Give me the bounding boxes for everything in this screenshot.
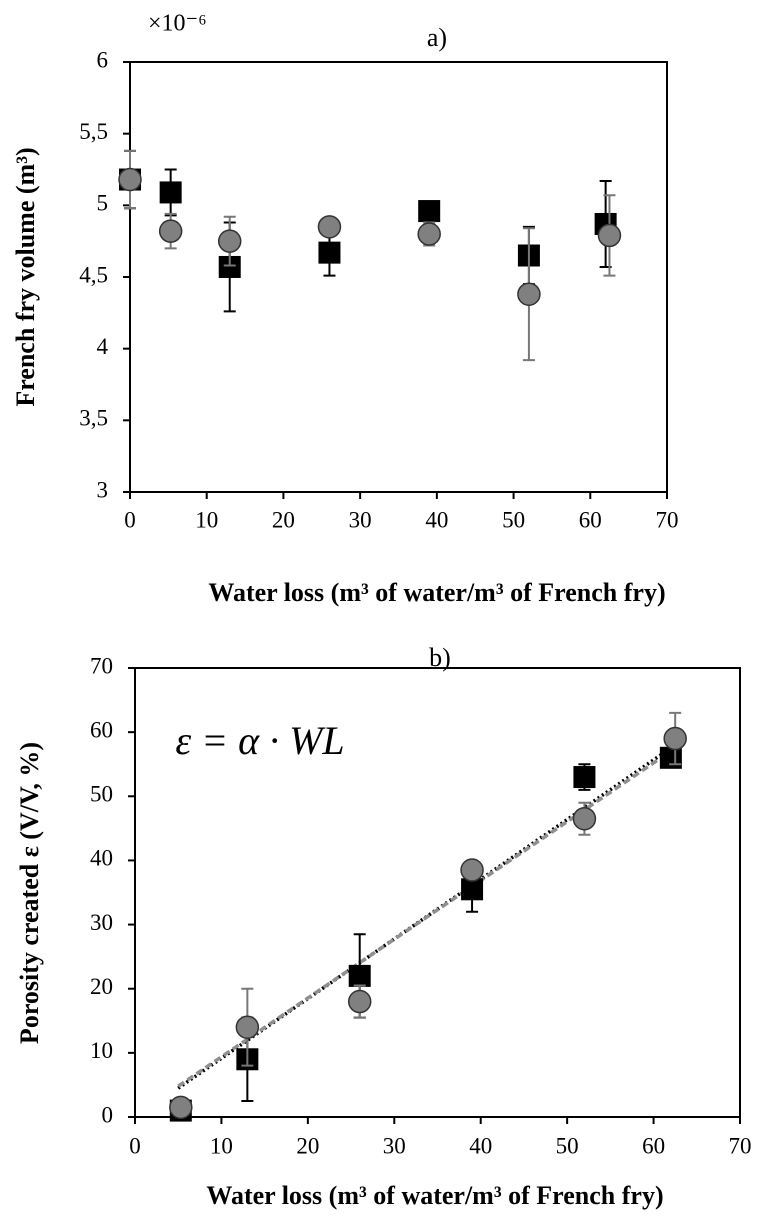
y-tick-label: 5,5 [79, 119, 108, 144]
x-tick-label: 0 [129, 1133, 141, 1158]
circle-marker [460, 858, 484, 882]
circle-marker [158, 219, 183, 243]
chart-title: b) [429, 643, 451, 672]
square-marker [418, 200, 441, 223]
circle-marker [118, 167, 142, 192]
y-tick-label: 40 [90, 846, 113, 871]
x-tick-label: 40 [469, 1133, 492, 1158]
x-tick-label: 40 [425, 507, 448, 532]
x-tick-label: 30 [383, 1133, 406, 1158]
y-tick-label: 4 [97, 334, 109, 359]
y-tick-label: 0 [102, 1102, 114, 1127]
equation: ε = α · WL [175, 718, 344, 763]
y-tick-label: 30 [90, 910, 113, 935]
square-marker [659, 746, 682, 769]
x-tick-label: 10 [195, 507, 218, 532]
plot-frame [129, 61, 668, 493]
trend-line [177, 746, 677, 1088]
y-axis-label: Porosity created ε (V/V, %) [15, 742, 44, 1044]
y-tick-label: 20 [90, 974, 113, 999]
circle-marker [347, 989, 372, 1014]
y-tick-label: 4,5 [79, 262, 108, 287]
x-axis-label: Water loss (m³ of water/m³ of French fry… [206, 1181, 663, 1210]
x-axis-label: Water loss (m³ of water/m³ of French fry… [208, 578, 665, 607]
circle-marker [317, 215, 342, 239]
square-marker [218, 255, 241, 278]
circle-marker [217, 229, 242, 253]
circle-marker [572, 806, 597, 831]
y-tick-label: 60 [90, 717, 113, 742]
square-marker [159, 181, 182, 204]
y-tick-label: 6 [97, 47, 109, 72]
circle-marker [517, 282, 541, 306]
x-tick-label: 20 [272, 507, 295, 532]
x-tick-label: 60 [579, 507, 602, 532]
y-tick-label: 10 [90, 1038, 113, 1063]
square-marker [573, 766, 596, 789]
plot-frame [134, 667, 741, 1118]
circle-marker [597, 223, 622, 248]
circle-marker [169, 1095, 193, 1120]
x-tick-label: 50 [502, 507, 525, 532]
y-axis-label: French fry volume (m³) [11, 147, 40, 406]
axis-multiplier: ×10⁻⁶ [148, 11, 207, 37]
y-tick-label: 3 [97, 477, 109, 502]
x-tick-label: 30 [349, 507, 372, 532]
circle-marker [663, 726, 687, 751]
y-tick-label: 3,5 [79, 406, 108, 431]
circle-marker [417, 222, 441, 246]
x-tick-label: 50 [556, 1133, 579, 1158]
chart-title: a) [427, 23, 447, 52]
x-tick-label: 70 [729, 1133, 752, 1158]
y-tick-label: 5 [97, 191, 109, 216]
x-tick-label: 10 [210, 1133, 233, 1158]
y-tick-label: 50 [90, 782, 113, 807]
y-tick-label: 70 [90, 653, 113, 678]
x-tick-label: 60 [642, 1133, 665, 1158]
circle-marker [235, 1015, 260, 1039]
square-marker [348, 964, 371, 987]
square-marker [461, 878, 484, 901]
x-tick-label: 20 [296, 1133, 319, 1158]
x-tick-label: 0 [124, 507, 136, 532]
x-tick-label: 70 [656, 507, 679, 532]
square-marker [318, 241, 341, 264]
